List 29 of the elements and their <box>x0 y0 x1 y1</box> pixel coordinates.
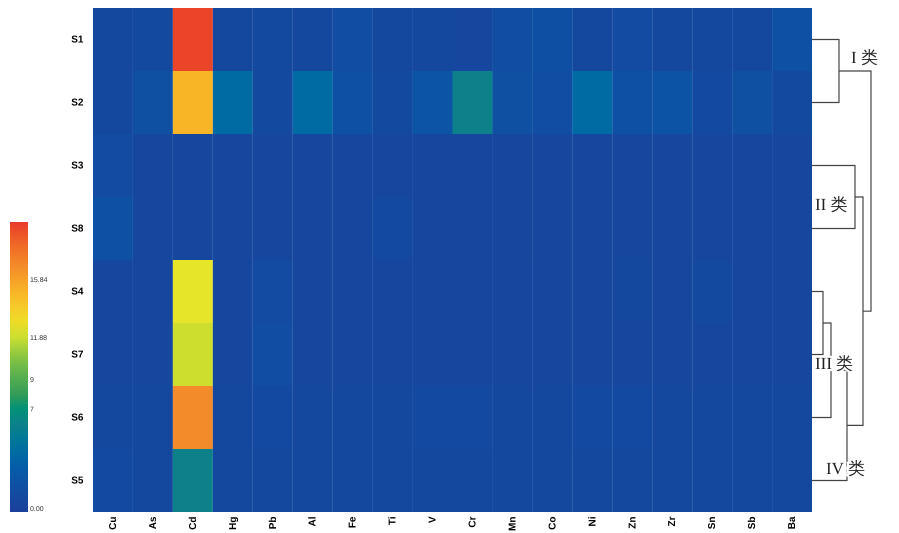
y-tick-label: S2 <box>71 98 84 108</box>
x-tick-label: Al <box>308 516 319 526</box>
x-tick-label: Sn <box>707 516 718 530</box>
x-tick-label: Cd <box>188 516 199 530</box>
y-tick-label: S7 <box>71 350 84 360</box>
x-tick-label: As <box>148 516 159 530</box>
x-tick-label: Co <box>547 516 558 530</box>
x-tick-label: V <box>428 516 439 524</box>
x-tick-label: Ti <box>388 516 399 526</box>
x-tick-label: Fe <box>348 516 359 528</box>
x-tick-label: Ba <box>787 516 798 530</box>
y-tick-label: S5 <box>71 476 84 486</box>
y-tick-label: S1 <box>71 34 84 46</box>
x-tick-label: Zr <box>667 516 678 526</box>
x-tick-label: Cr <box>467 516 478 528</box>
x-tick-label: Sb <box>747 516 758 530</box>
text: IV 类 <box>826 459 865 478</box>
x-tick-label: Ni <box>587 516 598 526</box>
y-tick-label: S3 <box>71 160 84 172</box>
text: II 类 <box>815 195 848 214</box>
y-tick-label: S4 <box>71 286 84 298</box>
x-tick-label: Zn <box>627 516 638 529</box>
text: I 类 <box>851 48 878 67</box>
y-tick-label: S8 <box>71 224 84 234</box>
y-tick-label: S6 <box>71 412 84 424</box>
x-tick-label: Pb <box>268 516 279 530</box>
x-tick-label: Cu <box>108 516 119 530</box>
x-tick-label: Mn <box>507 516 518 531</box>
x-tick-label: Hg <box>228 516 239 530</box>
